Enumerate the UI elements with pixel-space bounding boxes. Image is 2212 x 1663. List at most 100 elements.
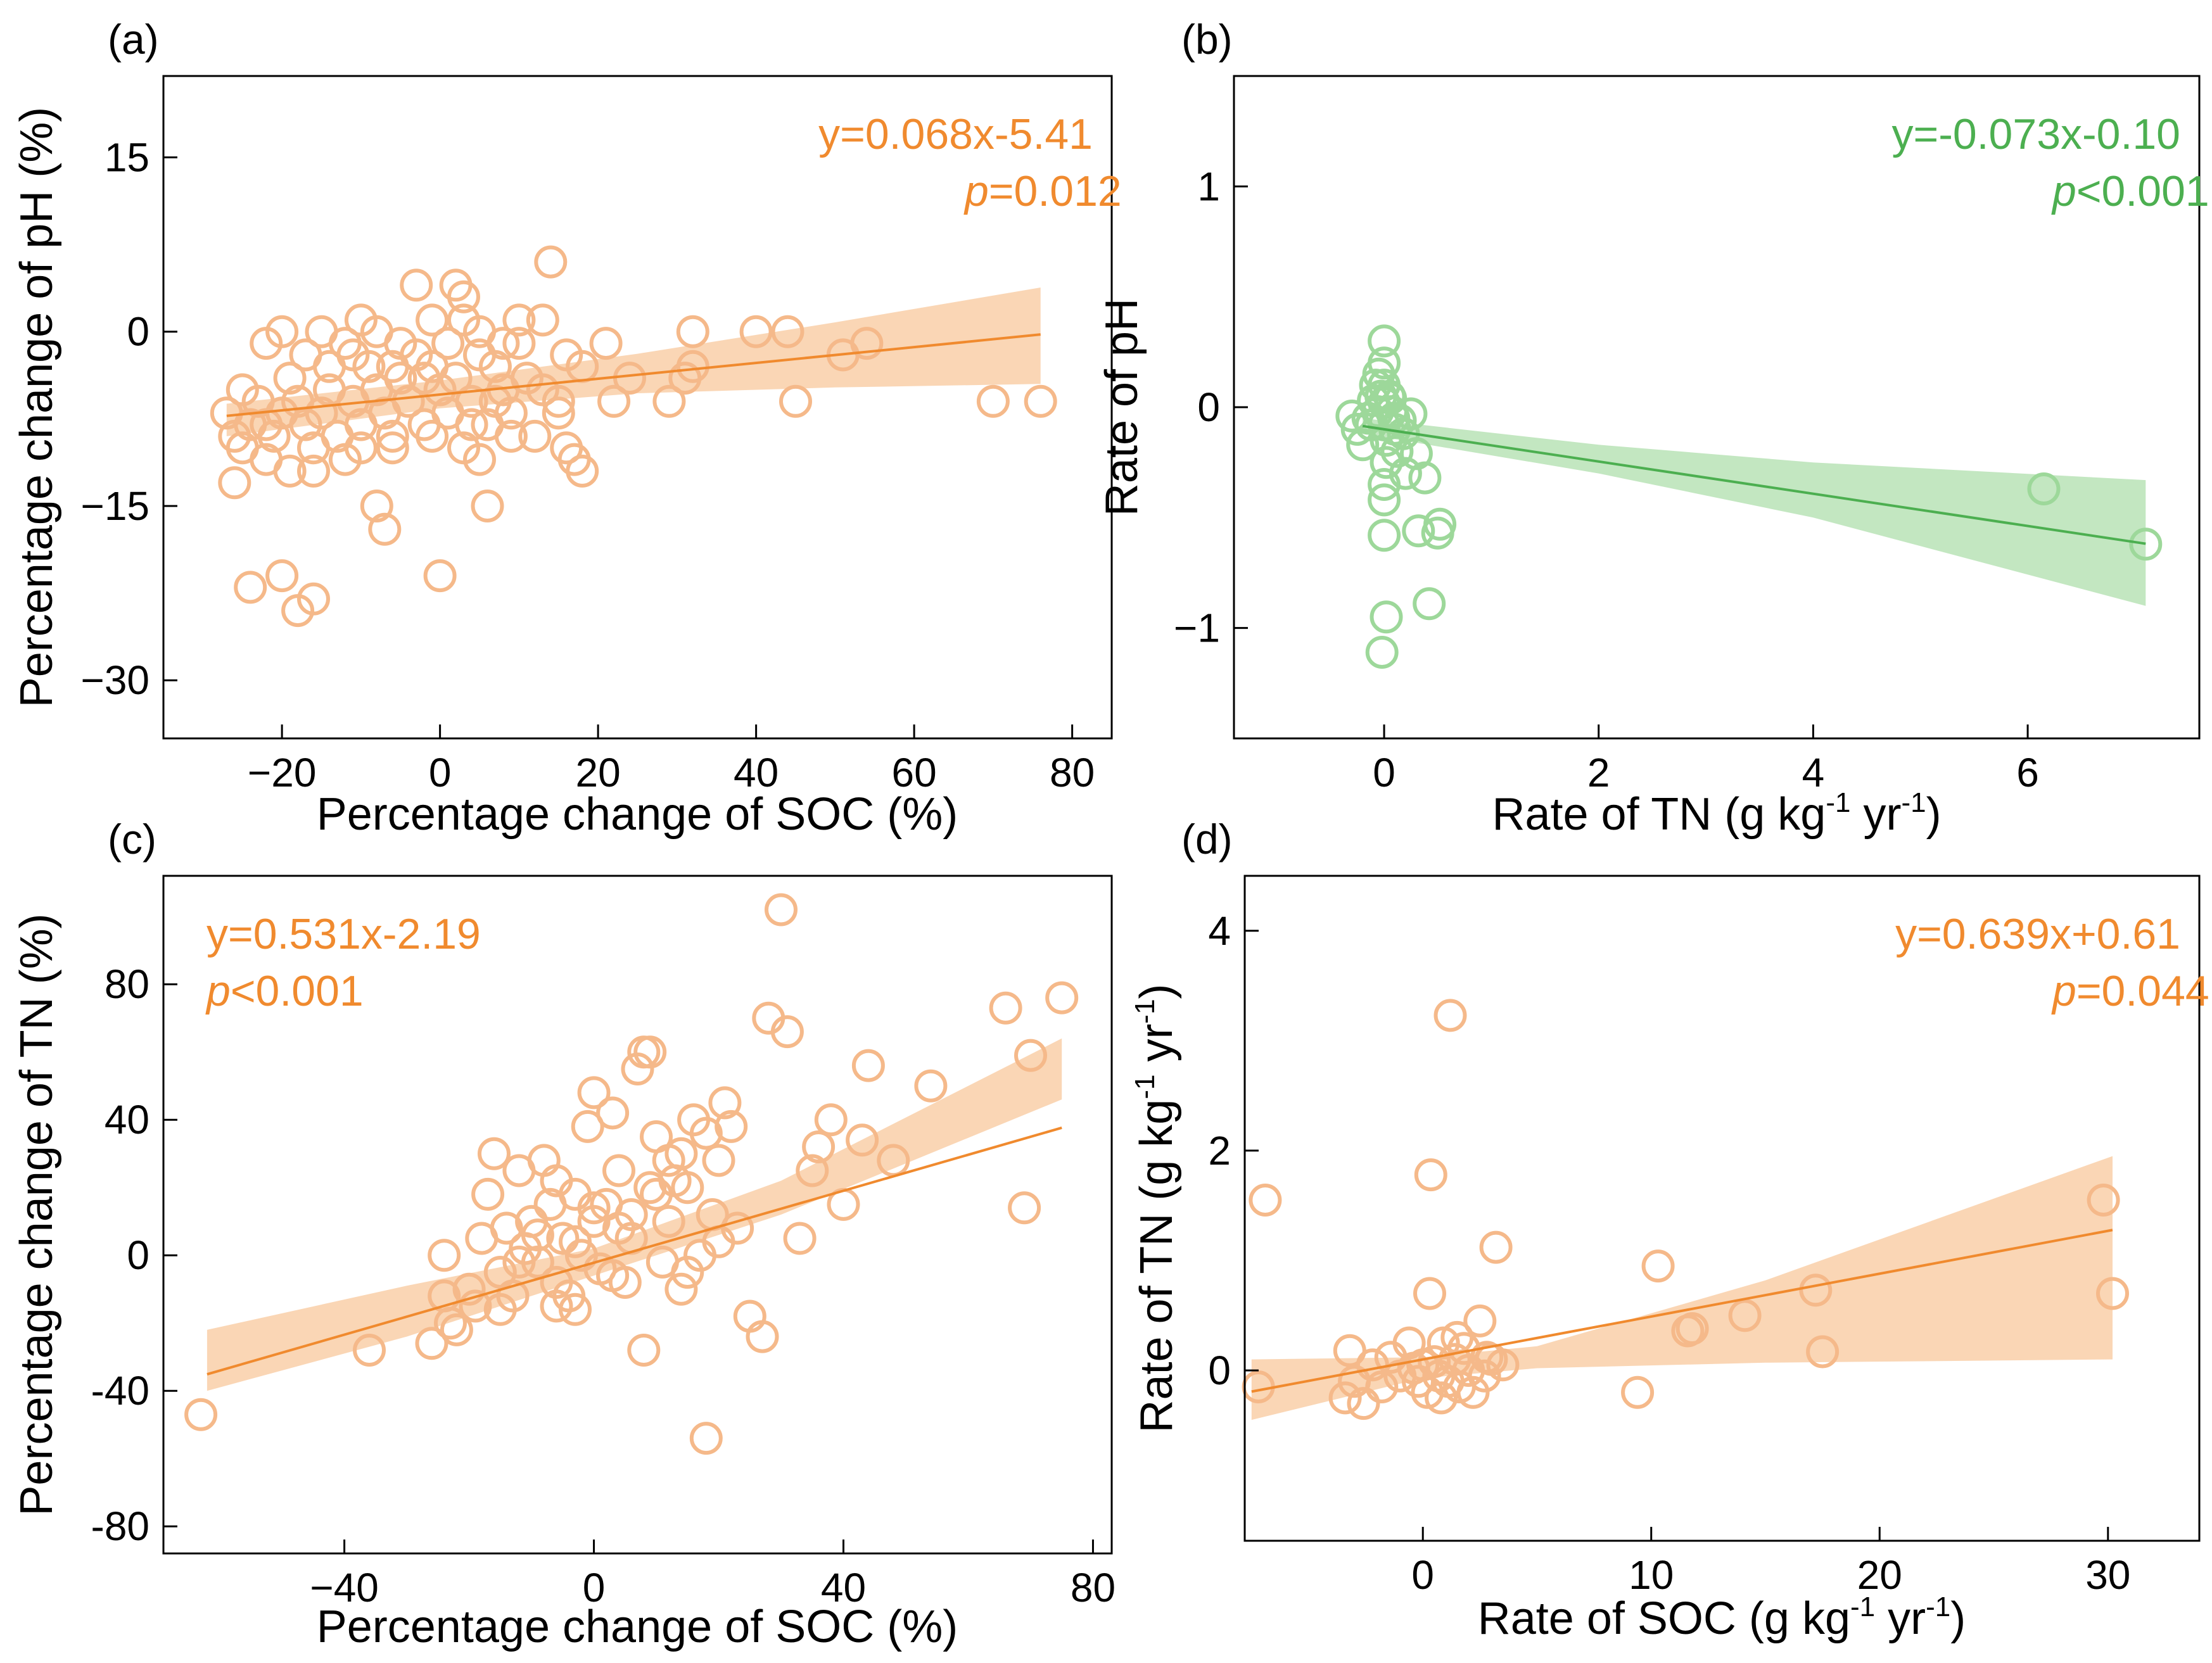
data-point	[1468, 1359, 1501, 1393]
data-point	[428, 1239, 461, 1272]
data-point	[265, 559, 299, 593]
data-point	[1728, 1299, 1762, 1332]
data-point	[478, 384, 512, 418]
data-point	[344, 431, 378, 465]
data-point	[708, 1086, 742, 1120]
data-point	[400, 269, 433, 302]
y-tick-label: 4	[1208, 908, 1231, 954]
y-tick-label: -40	[91, 1368, 150, 1413]
x-tick-label: 0	[583, 1565, 606, 1610]
p-value: p<0.001	[205, 967, 364, 1015]
p-value-text: <0.001	[231, 967, 364, 1015]
panel-label: (d)	[1181, 816, 1233, 863]
data-point	[184, 1398, 218, 1431]
x-tick-label: 2	[1587, 750, 1610, 795]
x-tick-label: 80	[1071, 1565, 1116, 1610]
data-point	[360, 490, 393, 522]
x-tick-label: −40	[310, 1565, 379, 1610]
data-point	[1413, 1277, 1446, 1310]
y-axis-title-text: Percentage change of TN (%)	[11, 913, 62, 1515]
y-tick-label: 15	[105, 134, 149, 180]
p-value-text: =0.012	[989, 167, 1122, 215]
data-point	[802, 1130, 836, 1163]
data-point	[1456, 1375, 1490, 1409]
panel-b: 0 2 4 6−101(b)Rate of TN (g kg-1 yr-1)Rate …	[1096, 16, 2209, 840]
data-point	[1328, 1381, 1362, 1415]
data-point	[1423, 507, 1457, 541]
data-point	[1413, 587, 1446, 621]
panel-a: −20 0 20 40 60 80 −30 −15 0 15 (a) Percentage chang…	[11, 16, 1122, 840]
data-point	[486, 327, 520, 360]
data-point	[877, 1144, 910, 1177]
x-tick-label: 0	[429, 750, 452, 795]
p-value-symbol: p	[2051, 967, 2076, 1015]
data-point	[1368, 324, 1401, 358]
data-point	[546, 1222, 580, 1255]
data-point	[976, 384, 1010, 418]
y-tick-label: −15	[80, 483, 149, 529]
data-point	[1008, 1191, 1041, 1225]
x-tick-label: 40	[821, 1565, 866, 1610]
data-point	[540, 1289, 573, 1323]
data-point	[671, 1171, 704, 1205]
data-point	[376, 350, 409, 383]
data-point	[376, 419, 409, 453]
y-tick-label: 80	[105, 961, 149, 1007]
y-axis-title-sup: -1	[1129, 999, 1160, 1023]
data-point	[423, 559, 457, 593]
plot-frame	[1243, 875, 2201, 1542]
data-point	[353, 1334, 386, 1367]
data-point	[376, 431, 409, 465]
x-axis-title-text: )	[1950, 1593, 1966, 1644]
data-point	[1675, 1312, 1709, 1345]
regression-equation: y=0.531x-2.19	[207, 910, 481, 958]
x-axis-title-text: )	[1926, 789, 1942, 840]
x-tick-label: 20	[576, 750, 621, 795]
data-point	[914, 1069, 948, 1103]
data-point	[1402, 514, 1435, 548]
panel-label: (c)	[108, 816, 156, 863]
data-point	[415, 1327, 448, 1360]
data-point	[1380, 434, 1414, 468]
data-point	[1463, 1304, 1497, 1337]
data-point	[297, 454, 330, 488]
data-point	[739, 315, 773, 348]
data-point	[796, 1154, 829, 1187]
data-point	[542, 384, 575, 418]
x-axis-title: Rate of SOC (g kg-1 yr-1)	[1478, 1591, 1966, 1644]
x-tick-label: 60	[892, 750, 937, 795]
data-point	[689, 1422, 723, 1455]
data-point	[1621, 1375, 1655, 1409]
p-value-text: <0.001	[2076, 167, 2209, 215]
data-point	[1806, 1335, 1840, 1369]
y-axis-title-text: yr	[1131, 1024, 1182, 1075]
data-point	[336, 338, 370, 372]
data-point	[1394, 397, 1428, 431]
regression-equation: y=-0.073x-0.10	[1891, 110, 2180, 158]
x-tick-label: 30	[2085, 1552, 2130, 1598]
y-tick-label: 0	[127, 1232, 149, 1278]
data-point	[471, 490, 504, 522]
x-tick-label: 20	[1857, 1552, 1902, 1598]
confidence-band	[207, 1038, 1062, 1391]
data-point	[652, 1205, 685, 1238]
data-point	[1486, 1348, 1520, 1382]
y-axis-title: Rate of TN (g kg-1 yr-1)	[1129, 983, 1182, 1432]
data-point	[814, 1103, 848, 1137]
x-tick-label: 0	[1373, 750, 1395, 795]
regression-line	[1251, 1229, 2113, 1393]
data-point	[664, 1272, 698, 1306]
data-point	[559, 1225, 592, 1258]
x-axis-title-sup: -1	[1826, 787, 1850, 818]
data-point	[602, 1154, 635, 1187]
data-point	[1365, 1370, 1399, 1403]
data-point	[534, 245, 568, 279]
data-point	[1361, 395, 1394, 428]
y-tick-label: −1	[1174, 605, 1220, 651]
data-point	[1799, 1274, 1833, 1307]
data-point	[471, 1177, 505, 1211]
data-point	[1365, 636, 1399, 669]
data-point	[1397, 1351, 1430, 1385]
data-point	[391, 384, 425, 418]
